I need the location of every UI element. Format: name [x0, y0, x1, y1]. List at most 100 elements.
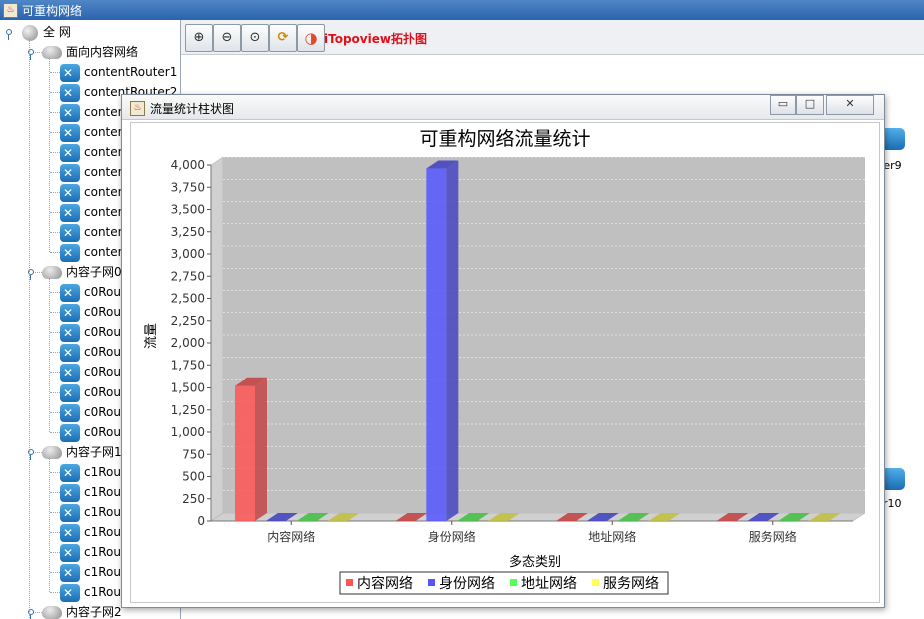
topo-router-node[interactable] — [881, 468, 905, 490]
bar-top — [296, 513, 329, 521]
router-icon — [60, 183, 80, 202]
tree-group[interactable]: 内容子网1 — [42, 442, 122, 462]
y-tick-label: 500 — [182, 470, 205, 484]
close-icon: ✕ — [845, 97, 855, 110]
tree-item-router-label: c0Rou — [84, 365, 121, 379]
bar-top — [235, 377, 267, 386]
tree-item-router[interactable]: c0Rou — [60, 422, 121, 442]
tree-guide-line — [50, 192, 62, 193]
tree-item-router[interactable]: contentRouter1 — [60, 62, 177, 82]
zoom-reset-button[interactable]: ⊙ — [241, 24, 269, 52]
tree-item-router[interactable]: conten — [60, 102, 125, 122]
x-tick-label: 服务网络 — [749, 529, 797, 544]
bar-side — [255, 377, 267, 521]
expand-toggle-icon[interactable] — [4, 27, 13, 40]
tree-group-label: 内容子网2 — [66, 605, 122, 619]
minimize-button[interactable]: ▭ — [770, 95, 796, 115]
refresh-button[interactable]: ⟳ — [269, 24, 297, 52]
tree-item-router[interactable]: c1Rou — [60, 562, 121, 582]
cloud-icon — [42, 46, 62, 59]
router-icon — [60, 223, 80, 242]
expand-toggle-icon[interactable] — [26, 267, 35, 280]
tree-item-router[interactable]: c1Rou — [60, 582, 121, 602]
tree-item-router[interactable]: c0Rou — [60, 302, 121, 322]
maximize-button[interactable]: □ — [796, 95, 824, 115]
tree-item-router[interactable]: conten — [60, 242, 125, 262]
tree-guide-line — [49, 458, 50, 592]
bar-top — [395, 513, 428, 521]
tree-guide-line — [49, 58, 50, 252]
expand-toggle-icon[interactable] — [26, 447, 35, 460]
x-tick-label: 内容网络 — [267, 529, 315, 544]
java-app-icon: ♨ — [3, 3, 18, 18]
tree-item-router[interactable]: c0Rou — [60, 402, 121, 422]
router-icon — [60, 563, 80, 582]
tree-item-router[interactable]: conten — [60, 222, 125, 242]
zoom-in-button[interactable]: ⊕ — [185, 24, 213, 52]
tree-guide-line — [50, 512, 62, 513]
tree-item-router-label: c0Rou — [84, 345, 121, 359]
tree-item-router-label: conten — [84, 105, 126, 119]
plot-left-wall — [210, 156, 224, 522]
tree-item-router-label: c0Rou — [84, 405, 121, 419]
tree-item-router-label: conten — [84, 185, 126, 199]
tree-item-router[interactable]: conten — [60, 202, 125, 222]
tree-item-router[interactable]: c1Rou — [60, 502, 121, 522]
tree-group[interactable]: 面向内容网络 — [42, 42, 138, 62]
y-tick-label: 1,000 — [171, 425, 205, 439]
tree-item-router-label: conten — [84, 145, 126, 159]
legend-label: 身份网络 — [439, 576, 495, 592]
tree-guide-line — [30, 452, 42, 453]
tree-item-router[interactable]: c1Rou — [60, 542, 121, 562]
bar-top — [556, 513, 588, 521]
window-title-bar: ♨ 可重构网络 — [0, 0, 924, 20]
tree-item-router[interactable]: conten — [60, 182, 125, 202]
tree-item-router[interactable]: c0Rou — [60, 322, 121, 342]
bar-top — [648, 513, 681, 521]
globe-icon — [22, 24, 38, 41]
legend-swatch — [592, 579, 599, 586]
expand-toggle-icon[interactable] — [26, 607, 35, 619]
color-wheel-button[interactable]: ◑ — [297, 24, 325, 52]
tree-item-router-label: conten — [84, 165, 126, 179]
tree-group[interactable]: 内容子网0 — [42, 262, 122, 282]
tree-group[interactable]: 内容子网2 — [42, 602, 122, 619]
expand-toggle-icon[interactable] — [26, 47, 35, 60]
tree-item-router[interactable]: c1Rou — [60, 482, 121, 502]
tree-item-router[interactable]: conten — [60, 142, 125, 162]
dialog-title: 流量统计柱状图 — [150, 102, 235, 116]
y-tick-label: 2,250 — [171, 314, 205, 328]
tree-item-router[interactable]: c0Rou — [60, 342, 121, 362]
router-icon — [60, 583, 80, 602]
traffic-bar-chart-dialog: ♨ 流量统计柱状图 ▭ □ ✕ 可重构网络流量统计 流量 多态类别 0 250 50… — [121, 94, 885, 608]
bar-top — [265, 513, 298, 521]
tree-item-router-label: c0Rou — [84, 385, 121, 399]
zoom-out-button[interactable]: ⊖ — [213, 24, 241, 52]
tree-guide-line — [50, 472, 62, 473]
tree-item-router[interactable]: c1Rou — [60, 522, 121, 542]
zoom-reset-icon: ⊙ — [249, 30, 261, 45]
close-button[interactable]: ✕ — [826, 95, 874, 115]
y-tick-label: 2,750 — [171, 269, 205, 283]
tree-guide-line — [50, 592, 62, 593]
tree-item-router[interactable]: c0Rou — [60, 362, 121, 382]
bar-top — [586, 513, 619, 521]
tree-guide-line — [50, 112, 62, 113]
tree-item-router[interactable]: c1Rou — [60, 462, 121, 482]
router-icon — [60, 283, 80, 302]
tree-item-router-label: c0Rou — [84, 305, 121, 319]
dialog-title-bar[interactable]: ♨ 流量统计柱状图 ▭ □ ✕ — [122, 95, 884, 120]
router-icon — [60, 423, 80, 442]
tree-item-router[interactable]: conten — [60, 162, 125, 182]
tree-root[interactable]: 全 网 — [22, 22, 71, 42]
legend-swatch — [510, 579, 517, 586]
tree-guide-line — [49, 278, 50, 432]
tree-item-router[interactable]: conten — [60, 122, 125, 142]
tree-guide-line — [50, 392, 62, 393]
tree-item-router[interactable]: c0Rou — [60, 382, 121, 402]
tree-item-router[interactable]: c0Rou — [60, 282, 121, 302]
tree-guide-line — [50, 312, 62, 313]
legend-box — [339, 571, 669, 595]
tree-guide-line — [50, 72, 62, 73]
topo-router-node[interactable] — [881, 128, 905, 150]
